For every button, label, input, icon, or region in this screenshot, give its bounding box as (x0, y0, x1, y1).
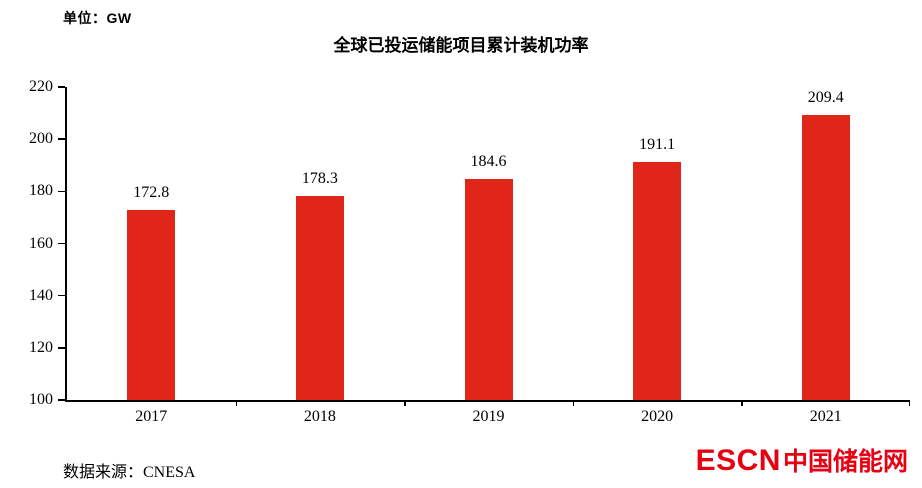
x-axis-tick (235, 400, 238, 406)
bar-value-label: 172.8 (133, 184, 170, 202)
bar (464, 179, 513, 400)
y-axis-tick (58, 242, 65, 245)
bar-value-label: 209.4 (807, 88, 844, 106)
x-axis-tick (572, 400, 575, 406)
y-axis-label: 160 (29, 234, 53, 252)
bar-value-label: 184.6 (470, 153, 507, 171)
y-axis-tick (58, 86, 65, 88)
y-axis-tick (58, 138, 65, 140)
y-axis-tick (58, 294, 65, 297)
y-axis-label: 120 (29, 338, 53, 356)
y-axis-label: 180 (29, 182, 53, 200)
escn-logo: ESCN中国储能网 (696, 442, 908, 478)
x-axis-label: 2020 (641, 408, 674, 425)
y-axis-tick (58, 190, 65, 193)
y-axis-label: 220 (29, 78, 53, 95)
chart-title: 全球已投运储能项目累计装机功率 (333, 36, 589, 55)
unit-label: 单位：GW (63, 10, 132, 26)
bar-value-label: 178.3 (301, 169, 338, 187)
x-axis-label: 2018 (303, 408, 336, 425)
bar-value-label: 191.1 (639, 136, 676, 154)
logo-escn-text: ESCN (695, 444, 781, 477)
x-axis-label: 2021 (809, 408, 842, 425)
y-axis-label: 140 (29, 286, 53, 304)
x-axis-tick (404, 400, 406, 406)
bar (295, 195, 344, 400)
y-axis-label: 200 (29, 130, 53, 148)
plot-area: 100 120 140 160 180 200 220 172.8 2017 178.3 2018 1… (29, 78, 910, 425)
x-axis-label: 2019 (472, 408, 505, 425)
x-axis-tick (741, 400, 743, 406)
logo-cn-text: 中国储能网 (782, 448, 908, 476)
bar (801, 114, 850, 400)
y-axis-tick (58, 399, 65, 401)
y-axis-tick (58, 347, 65, 349)
bar (127, 210, 176, 400)
y-axis-label: 100 (29, 391, 53, 408)
x-axis-label: 2017 (135, 408, 168, 425)
source-label: 数据来源：CNESA (63, 464, 196, 481)
x-axis-tick (908, 400, 910, 406)
bar (633, 162, 682, 400)
